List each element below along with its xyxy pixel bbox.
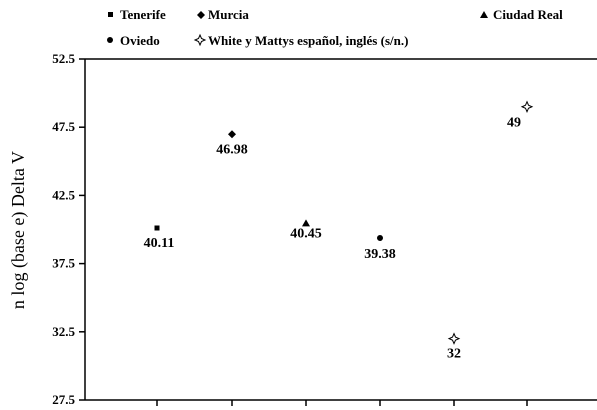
data-label: 49 <box>507 116 521 131</box>
legend-label-tenerife: Tenerife <box>120 7 166 22</box>
y-tick-label: 37.5 <box>52 256 75 271</box>
legend-item-oviedo: Oviedo <box>107 33 160 48</box>
y-tick-label: 42.5 <box>52 187 75 202</box>
y-tick-label: 52.5 <box>52 51 75 66</box>
data-label: 40.45 <box>290 226 322 241</box>
legend: Tenerife Murcia Ciudad Real Oviedo White… <box>107 7 563 48</box>
data-labels: 40.11 46.98 40.45 39.38 32 49 <box>144 116 521 362</box>
y-tick-label: 47.5 <box>52 119 75 134</box>
data-label: 46.98 <box>216 142 248 157</box>
legend-item-murcia: Murcia <box>197 7 249 22</box>
data-label: 40.11 <box>144 236 175 251</box>
legend-label-oviedo: Oviedo <box>120 33 160 48</box>
data-point-star-open <box>520 100 534 114</box>
data-label: 39.38 <box>364 247 396 262</box>
data-point-square <box>154 225 160 231</box>
data-point-diamond <box>228 130 236 139</box>
legend-marker-square <box>108 12 113 17</box>
y-tick-label: 32.5 <box>52 324 75 339</box>
x-ticks <box>156 400 528 406</box>
legend-marker-circle <box>107 37 113 43</box>
data-point-circle <box>377 234 383 241</box>
plot-frame <box>84 58 597 401</box>
y-axis-label: n log (base e) Delta V <box>8 151 29 309</box>
data-points <box>154 100 534 345</box>
y-ticks: 52.5 47.5 42.5 37.5 32.5 27.5 <box>52 51 85 407</box>
y-tick-label: 27.5 <box>52 392 75 407</box>
legend-item-tenerife: Tenerife <box>108 7 166 22</box>
legend-label-ciudad-real: Ciudad Real <box>493 7 563 22</box>
legend-marker-diamond <box>197 11 205 19</box>
legend-item-ciudad-real: Ciudad Real <box>480 7 563 22</box>
data-point-triangle <box>302 219 310 227</box>
data-point-star-open <box>447 332 461 345</box>
data-label: 32 <box>447 347 461 362</box>
legend-label-white-mattys: White y Mattys español, inglés (s/n.) <box>208 33 408 48</box>
legend-marker-triangle <box>480 11 488 18</box>
legend-item-white-mattys: White y Mattys español, inglés (s/n.) <box>193 33 408 48</box>
legend-marker-star <box>193 33 207 47</box>
legend-label-murcia: Murcia <box>208 7 249 22</box>
